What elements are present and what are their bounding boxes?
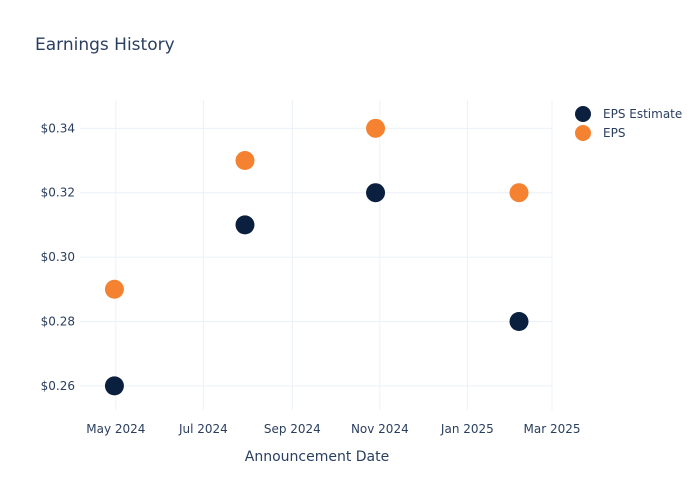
legend-marker[interactable] [575, 125, 591, 141]
data-point[interactable] [104, 376, 124, 396]
x-tick-label: May 2024 [86, 422, 145, 436]
y-tick-label: $0.26 [41, 379, 75, 393]
x-tick-label: Sep 2024 [264, 422, 321, 436]
data-point[interactable] [366, 118, 386, 138]
chart-title: Earnings History [35, 35, 175, 55]
data-point[interactable] [509, 183, 529, 203]
grid [80, 100, 553, 410]
data-point[interactable] [366, 183, 386, 203]
x-axis-ticks: May 2024 Jul 2024 Sep 2024 Nov 2024 Jan 2025… [86, 422, 580, 436]
x-tick-label: Jul 2024 [178, 422, 228, 436]
x-tick-label: Nov 2024 [351, 422, 409, 436]
y-tick-label: $0.34 [41, 121, 75, 135]
x-axis-title: Announcement Date [245, 449, 389, 465]
legend-marker[interactable] [575, 106, 591, 122]
legend-label[interactable]: EPS [603, 126, 625, 140]
y-tick-label: $0.32 [41, 186, 75, 200]
legend: EPS Estimate EPS [575, 106, 682, 141]
y-tick-label: $0.28 [41, 314, 75, 328]
data-point[interactable] [235, 215, 255, 235]
y-axis-ticks: $0.26 $0.28 $0.30 $0.32 $0.34 [41, 121, 75, 393]
data-point[interactable] [235, 151, 255, 171]
legend-label[interactable]: EPS Estimate [603, 107, 682, 121]
y-tick-label: $0.30 [41, 250, 75, 264]
x-tick-label: Mar 2025 [524, 422, 581, 436]
data-points [104, 118, 529, 396]
data-point[interactable] [509, 311, 529, 331]
x-tick-label: Jan 2025 [440, 422, 494, 436]
data-point[interactable] [104, 279, 124, 299]
